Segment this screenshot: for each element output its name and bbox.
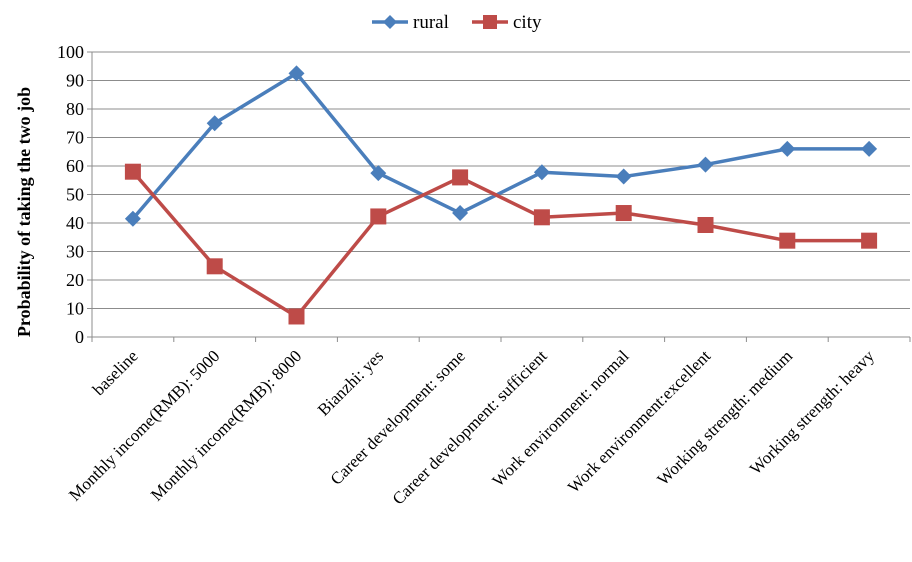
- y-axis-label: Probability of taking the two job: [14, 87, 34, 337]
- data-point-rural: [533, 164, 550, 181]
- y-tick-label: 20: [66, 270, 84, 290]
- category-label: Career development: some: [327, 346, 469, 488]
- legend-item-city: city: [472, 12, 542, 33]
- data-point-city: [697, 216, 714, 233]
- data-point-city: [861, 232, 878, 249]
- data-point-city: [370, 208, 387, 225]
- data-point-rural: [779, 140, 796, 157]
- data-point-rural: [370, 165, 387, 182]
- data-point-rural: [452, 205, 469, 222]
- data-point-rural: [861, 140, 878, 157]
- data-point-city: [206, 258, 223, 275]
- series-line-rural: [131, 71, 870, 220]
- y-tick-label: 90: [66, 71, 84, 91]
- legend-item-rural: rural: [372, 12, 449, 33]
- y-tick-label: 80: [66, 99, 84, 119]
- category-label: Career development: sufficient: [389, 346, 551, 508]
- series-line-city: [131, 170, 870, 319]
- data-point-city: [615, 205, 632, 222]
- y-tick-labels: 0 10 20 30 40 50 60 70 80 90 100: [57, 42, 84, 347]
- y-tick-label: 40: [66, 213, 84, 233]
- y-tick-label: 30: [66, 242, 84, 262]
- legend-label: rural: [413, 12, 449, 33]
- series-rural: [124, 65, 878, 227]
- data-point-rural: [615, 168, 632, 185]
- data-point-city: [124, 163, 141, 180]
- legend-marker: [383, 15, 397, 29]
- data-point-city: [533, 209, 550, 226]
- y-tick-label: 100: [57, 42, 84, 62]
- y-tick-label: 50: [66, 185, 84, 205]
- category-label: Work environment:excellent: [564, 346, 715, 497]
- data-point-rural: [124, 210, 141, 227]
- series: [124, 65, 878, 325]
- data-point-city: [452, 169, 469, 186]
- legend-marker: [483, 15, 497, 29]
- data-point-rural: [288, 65, 305, 82]
- axes: [87, 51, 911, 342]
- data-point-city: [779, 232, 796, 249]
- data-point-rural: [697, 156, 714, 173]
- y-tick-label: 0: [75, 327, 84, 347]
- category-label: Bianzhi: yes: [314, 346, 387, 419]
- legend: rural city: [372, 12, 542, 33]
- series-city: [124, 163, 878, 325]
- category-label: Monthly income(RMB): 5000: [65, 346, 223, 504]
- category-label: Monthly income(RMB): 8000: [147, 346, 305, 504]
- y-tick-label: 10: [66, 299, 84, 319]
- data-point-city: [288, 308, 305, 325]
- y-tick-label: 70: [66, 128, 84, 148]
- data-point-rural: [206, 115, 223, 132]
- legend-label: city: [513, 12, 542, 33]
- category-label: Working strength: medium: [653, 346, 796, 489]
- y-tick-label: 60: [66, 156, 84, 176]
- category-label: baseline: [89, 346, 142, 399]
- category-label: Work environment: normal: [489, 346, 633, 490]
